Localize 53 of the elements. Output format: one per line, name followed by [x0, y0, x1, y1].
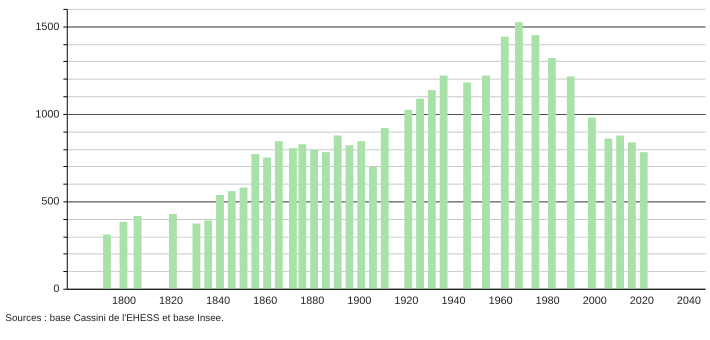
source-note: Sources : base Cassini de l'EHESS et base Insee. [5, 313, 224, 324]
bar [548, 58, 556, 289]
x-tick-label: 2040 [676, 294, 701, 307]
x-tick-label: 1980 [536, 294, 560, 307]
bar [463, 82, 472, 289]
y-tick-label: 0 [53, 283, 60, 296]
bar [228, 191, 236, 289]
x-tick-label: 1940 [441, 294, 466, 307]
bar [628, 142, 636, 289]
bar [251, 154, 260, 289]
x-tick-label: 1860 [253, 294, 278, 307]
bar [334, 136, 342, 289]
x-tick-label: 2000 [582, 294, 607, 307]
bar [482, 76, 490, 289]
bar [204, 220, 212, 289]
bar [380, 128, 389, 289]
x-tick-label: 1960 [488, 294, 513, 307]
bar [640, 152, 648, 289]
bar [500, 36, 509, 289]
bar [416, 98, 424, 289]
bar [134, 216, 142, 289]
x-tick-label: 1820 [159, 294, 184, 307]
x-tick-label: 1920 [394, 294, 418, 307]
bar [263, 158, 271, 289]
bar [616, 136, 624, 289]
bar [322, 152, 330, 289]
y-tick-label: 1000 [35, 108, 60, 120]
bar [531, 35, 540, 289]
y-tick-label: 1500 [35, 20, 60, 33]
x-tick-label: 1840 [206, 294, 230, 307]
x-tick-label: 1800 [112, 294, 136, 307]
bar [168, 214, 177, 289]
bar [588, 117, 596, 289]
bar [428, 90, 436, 289]
x-tick-label: 1900 [347, 294, 372, 307]
bar [274, 141, 283, 289]
bar [346, 145, 354, 289]
bar [240, 188, 248, 289]
bar [369, 166, 377, 289]
bar [515, 22, 523, 289]
bar [120, 222, 128, 289]
y-tick-label: 500 [41, 196, 60, 208]
bar [357, 141, 366, 289]
bar [310, 150, 318, 289]
x-tick-label: 1880 [300, 294, 324, 307]
bar [440, 76, 448, 289]
bar [604, 138, 612, 289]
x-tick-label: 2020 [630, 294, 654, 307]
bar [566, 76, 575, 289]
bar [216, 194, 224, 289]
bar [103, 234, 111, 289]
bar [404, 110, 412, 289]
bar [192, 223, 200, 289]
